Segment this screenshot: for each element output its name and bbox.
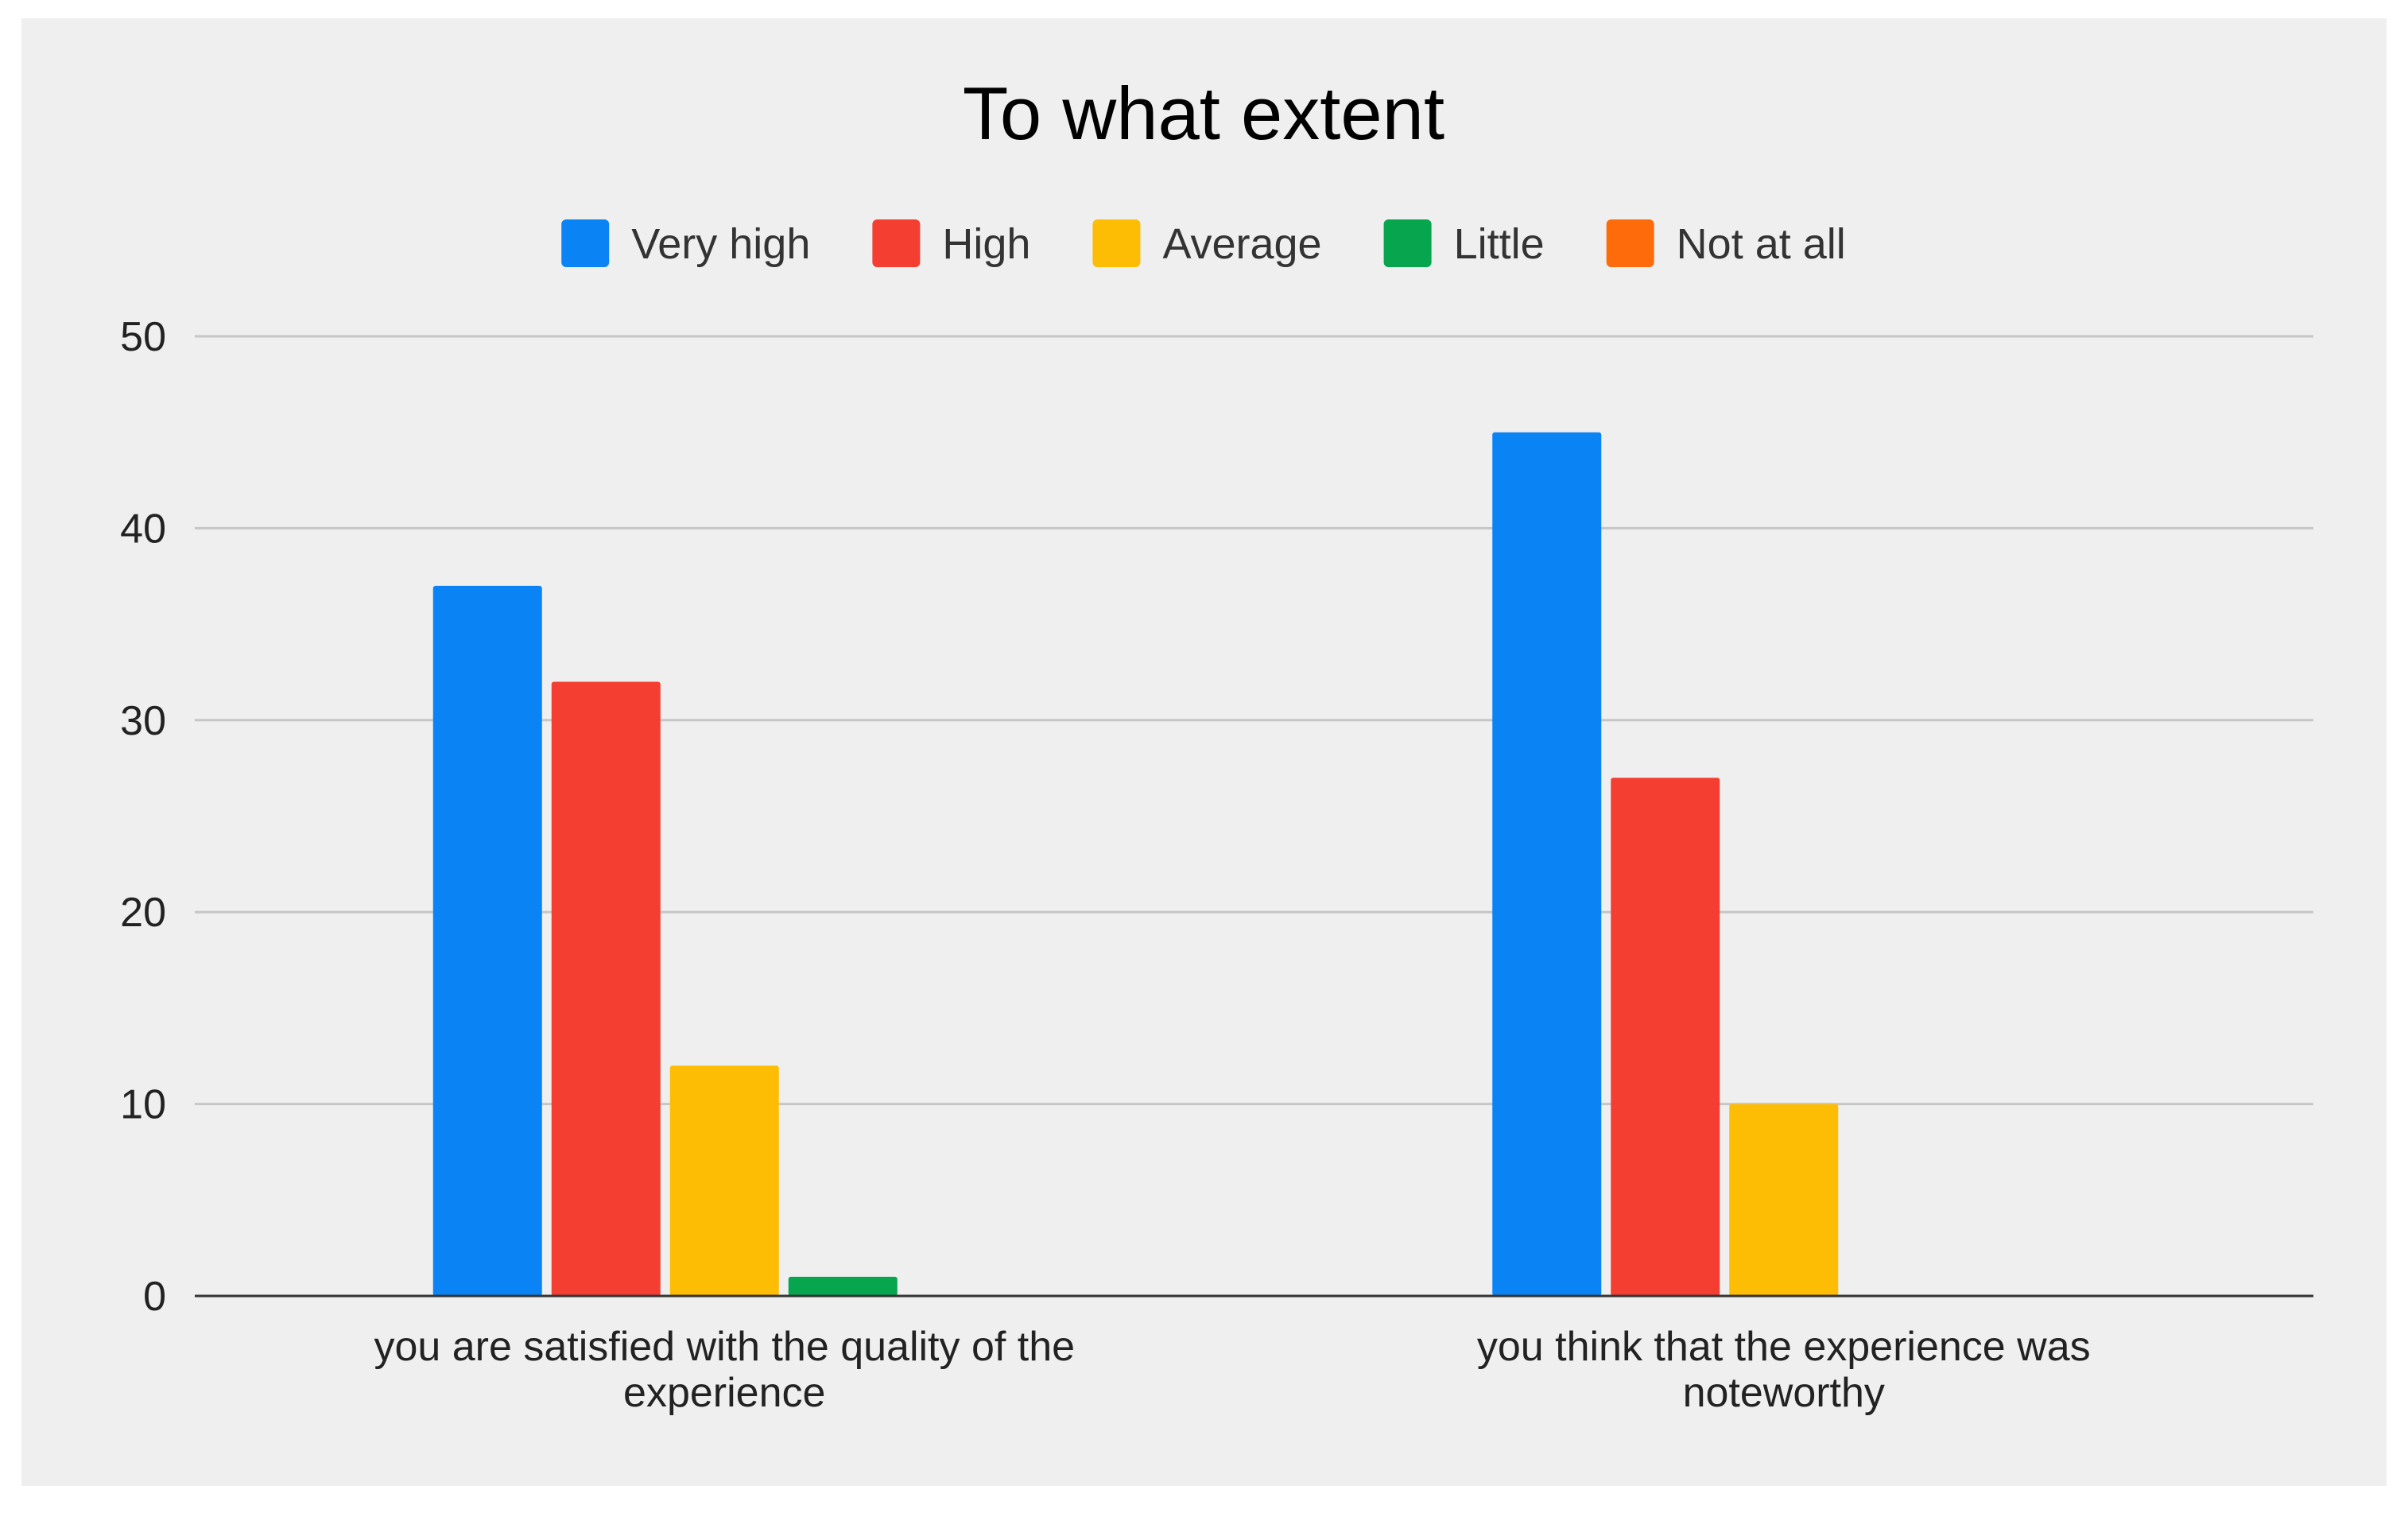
x-axis-labels: you are satisfied with the quality of th… bbox=[374, 1324, 2090, 1416]
x-category-label: you are satisfied with the quality of th… bbox=[374, 1324, 1075, 1370]
y-tick-label: 50 bbox=[120, 314, 166, 360]
bar-high-2 bbox=[1611, 778, 1720, 1296]
legend-swatch-average bbox=[1092, 219, 1141, 267]
legend-swatch-high bbox=[872, 219, 921, 267]
bar-average-2 bbox=[1729, 1104, 1839, 1296]
legend-label: High bbox=[942, 220, 1030, 268]
y-tick-label: 20 bbox=[120, 890, 166, 936]
bar-little-1 bbox=[788, 1276, 898, 1296]
legend-swatch-not-at-all bbox=[1606, 219, 1654, 267]
y-tick-label: 10 bbox=[120, 1082, 166, 1128]
y-tick-label: 30 bbox=[120, 698, 166, 744]
bar-very-high-1 bbox=[432, 585, 542, 1296]
legend-label: Not at all bbox=[1677, 220, 1846, 268]
legend-swatch-very-high bbox=[561, 219, 610, 267]
bar-chart: To what extent Very high High Average Littl… bbox=[120, 72, 2313, 1416]
bar-high-1 bbox=[551, 681, 661, 1296]
y-axis-ticks: 0 10 20 30 40 50 bbox=[120, 314, 166, 1320]
x-category-label: noteworthy bbox=[1683, 1370, 1885, 1416]
chart-legend: Very high High Average Little Not at all bbox=[561, 219, 1846, 268]
chart-title: To what extent bbox=[963, 72, 1444, 155]
bar-very-high-2 bbox=[1492, 432, 1602, 1297]
bars bbox=[432, 432, 1839, 1297]
x-category-label: you think that the experience was bbox=[1477, 1324, 2091, 1370]
x-category-label: experience bbox=[623, 1370, 825, 1416]
bar-average-1 bbox=[669, 1065, 779, 1296]
chart-panel: To what extent Very high High Average Littl… bbox=[21, 18, 2387, 1486]
legend-label: Little bbox=[1454, 220, 1545, 268]
legend-label: Very high bbox=[631, 220, 810, 268]
y-tick-label: 0 bbox=[143, 1274, 166, 1320]
legend-label: Average bbox=[1162, 220, 1321, 268]
y-tick-label: 40 bbox=[120, 506, 166, 552]
legend-swatch-little bbox=[1383, 219, 1432, 267]
gridlines bbox=[195, 335, 2313, 1106]
